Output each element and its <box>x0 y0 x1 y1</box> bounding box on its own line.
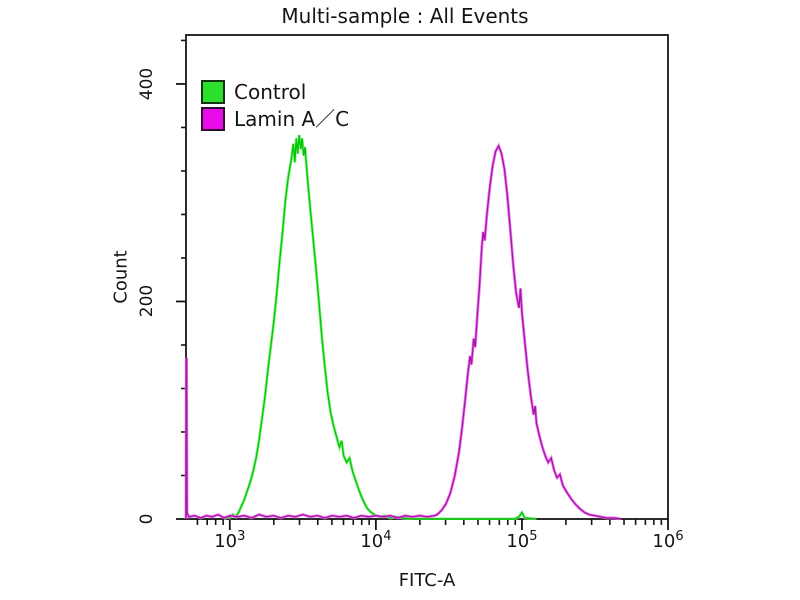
control-color-swatch <box>201 79 225 104</box>
legend: Control Lamin A／C <box>201 79 349 131</box>
series-glow-lamin <box>184 142 622 520</box>
lamin-color-swatch <box>201 106 225 131</box>
x-tick-label: 105 <box>506 529 538 552</box>
x-axis-label: FITC-A <box>398 570 456 591</box>
legend-label-lamin: Lamin A／C <box>234 106 350 131</box>
legend-item-lamin: Lamin A／C <box>201 106 349 131</box>
y-tick-label: 0 <box>137 513 157 525</box>
chart-title: Multi-sample : All Events <box>281 4 529 28</box>
y-axis-label: Count <box>110 250 132 304</box>
x-tick-label: 104 <box>360 529 392 552</box>
x-tick-label: 106 <box>652 529 684 552</box>
y-tick-label: 400 <box>137 67 157 101</box>
legend-item-control: Control <box>201 79 349 104</box>
x-tick-label: 103 <box>214 529 246 552</box>
series-curve-lamin <box>185 144 622 520</box>
y-tick-label: 200 <box>137 285 157 318</box>
legend-label-control: Control <box>234 79 307 104</box>
